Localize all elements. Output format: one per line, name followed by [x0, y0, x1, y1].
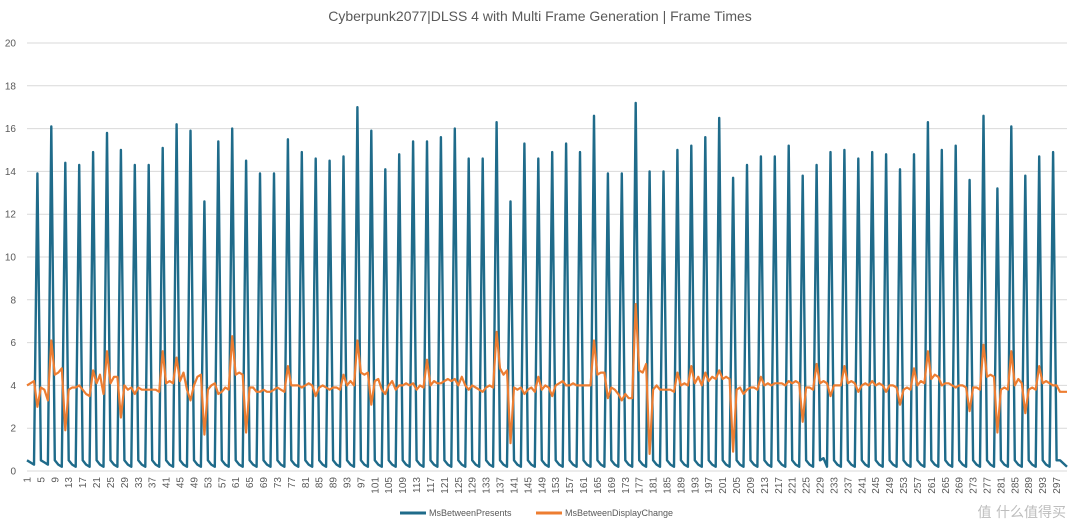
x-tick-label: 201 — [718, 477, 729, 494]
x-tick-label: 293 — [1038, 477, 1049, 494]
x-tick-label: 109 — [398, 477, 409, 494]
x-tick-label: 273 — [969, 477, 980, 494]
watermark: 值 什么值得买 — [977, 505, 1066, 521]
x-tick-label: 285 — [1010, 477, 1021, 494]
x-tick-label: 173 — [621, 477, 632, 494]
x-tick-label: 9 — [50, 477, 61, 483]
x-tick-label: 125 — [454, 477, 465, 494]
x-tick-label: 37 — [148, 477, 159, 489]
x-tick-label: 77 — [287, 477, 298, 489]
x-tick-label: 261 — [927, 477, 938, 494]
x-tick-label: 193 — [690, 477, 701, 494]
x-tick-label: 93 — [343, 477, 354, 489]
x-tick-label: 237 — [843, 477, 854, 494]
y-tick-label: 6 — [10, 338, 16, 349]
x-tick-label: 269 — [955, 477, 966, 494]
x-tick-label: 117 — [426, 477, 437, 493]
y-tick-label: 2 — [10, 424, 16, 435]
x-tick-label: 289 — [1024, 477, 1035, 494]
y-tick-label: 14 — [5, 167, 17, 178]
x-tick-label: 221 — [788, 477, 799, 494]
x-tick-label: 281 — [996, 477, 1007, 494]
legend: MsBetweenPresents MsBetweenDisplayChange — [400, 508, 673, 518]
x-tick-label: 133 — [482, 477, 493, 494]
x-tick-label: 33 — [134, 477, 145, 489]
legend-label: MsBetweenDisplayChange — [565, 508, 673, 518]
x-tick-label: 13 — [64, 477, 75, 489]
x-axis-ticks: 1 5 9 13 17 21 25 29 33 37 41 45 49 53 57 61 65 69 73 77 81 8… — [23, 477, 1064, 494]
x-tick-label: 89 — [329, 477, 340, 489]
x-tick-label: 113 — [412, 477, 423, 493]
x-tick-label: 257 — [913, 477, 924, 494]
x-tick-label: 149 — [537, 477, 548, 494]
series-line-MsBetweenPresents — [26, 101, 1068, 468]
x-tick-label: 69 — [259, 477, 270, 489]
x-tick-label: 241 — [857, 477, 868, 494]
x-tick-label: 73 — [273, 477, 284, 489]
x-tick-label: 249 — [885, 477, 896, 494]
x-tick-label: 85 — [315, 477, 326, 489]
x-tick-label: 81 — [301, 477, 312, 489]
x-tick-label: 105 — [384, 477, 395, 494]
x-tick-label: 157 — [565, 477, 576, 494]
x-tick-label: 5 — [36, 477, 47, 483]
x-tick-label: 141 — [509, 477, 520, 494]
x-tick-label: 277 — [983, 477, 994, 494]
y-axis-ticks: 0 2 4 6 8 10 12 14 16 18 20 — [5, 39, 17, 478]
x-tick-label: 137 — [496, 477, 507, 494]
chart-title: Cyberpunk2077|DLSS 4 with Multi Frame Ge… — [328, 8, 752, 24]
x-tick-label: 65 — [245, 477, 256, 489]
y-tick-label: 16 — [5, 124, 17, 135]
x-tick-label: 213 — [760, 477, 771, 494]
x-tick-label: 121 — [440, 477, 451, 494]
x-tick-label: 217 — [774, 477, 785, 494]
x-tick-label: 21 — [92, 477, 103, 489]
x-tick-label: 1 — [23, 477, 34, 483]
x-tick-label: 45 — [176, 477, 187, 489]
x-tick-label: 61 — [231, 477, 242, 489]
x-tick-label: 17 — [78, 477, 89, 489]
x-tick-label: 129 — [468, 477, 479, 494]
x-tick-label: 245 — [871, 477, 882, 494]
y-tick-label: 0 — [10, 467, 16, 478]
x-tick-label: 225 — [802, 477, 813, 494]
y-tick-label: 20 — [5, 39, 17, 50]
x-tick-label: 41 — [162, 477, 173, 489]
x-tick-label: 181 — [649, 477, 660, 494]
x-tick-label: 189 — [676, 477, 687, 494]
x-tick-label: 53 — [203, 477, 214, 489]
x-tick-label: 101 — [370, 477, 381, 494]
x-tick-label: 197 — [704, 477, 715, 494]
x-tick-label: 145 — [523, 477, 534, 494]
series-lines — [26, 101, 1068, 468]
legend-label: MsBetweenPresents — [429, 508, 512, 518]
x-tick-label: 25 — [106, 477, 117, 489]
x-tick-label: 169 — [607, 477, 618, 494]
x-tick-label: 185 — [663, 477, 674, 494]
x-tick-label: 229 — [816, 477, 827, 494]
x-tick-label: 153 — [551, 477, 562, 494]
x-tick-label: 97 — [356, 477, 367, 489]
y-tick-label: 10 — [5, 253, 17, 264]
series-line-MsBetweenDisplayChange — [26, 303, 1067, 455]
x-tick-label: 233 — [829, 477, 840, 494]
y-tick-label: 12 — [5, 210, 17, 221]
x-tick-label: 297 — [1052, 477, 1063, 494]
x-tick-label: 205 — [732, 477, 743, 494]
x-tick-label: 209 — [746, 477, 757, 494]
x-tick-label: 161 — [579, 477, 590, 494]
x-tick-label: 177 — [635, 477, 646, 494]
x-tick-label: 29 — [120, 477, 131, 489]
y-tick-label: 18 — [5, 81, 17, 92]
x-tick-label: 165 — [593, 477, 604, 494]
x-tick-label: 49 — [189, 477, 200, 489]
x-tick-label: 253 — [899, 477, 910, 494]
x-tick-label: 265 — [941, 477, 952, 494]
x-tick-label: 57 — [217, 477, 228, 489]
y-tick-label: 4 — [10, 381, 16, 392]
y-tick-label: 8 — [10, 295, 16, 306]
